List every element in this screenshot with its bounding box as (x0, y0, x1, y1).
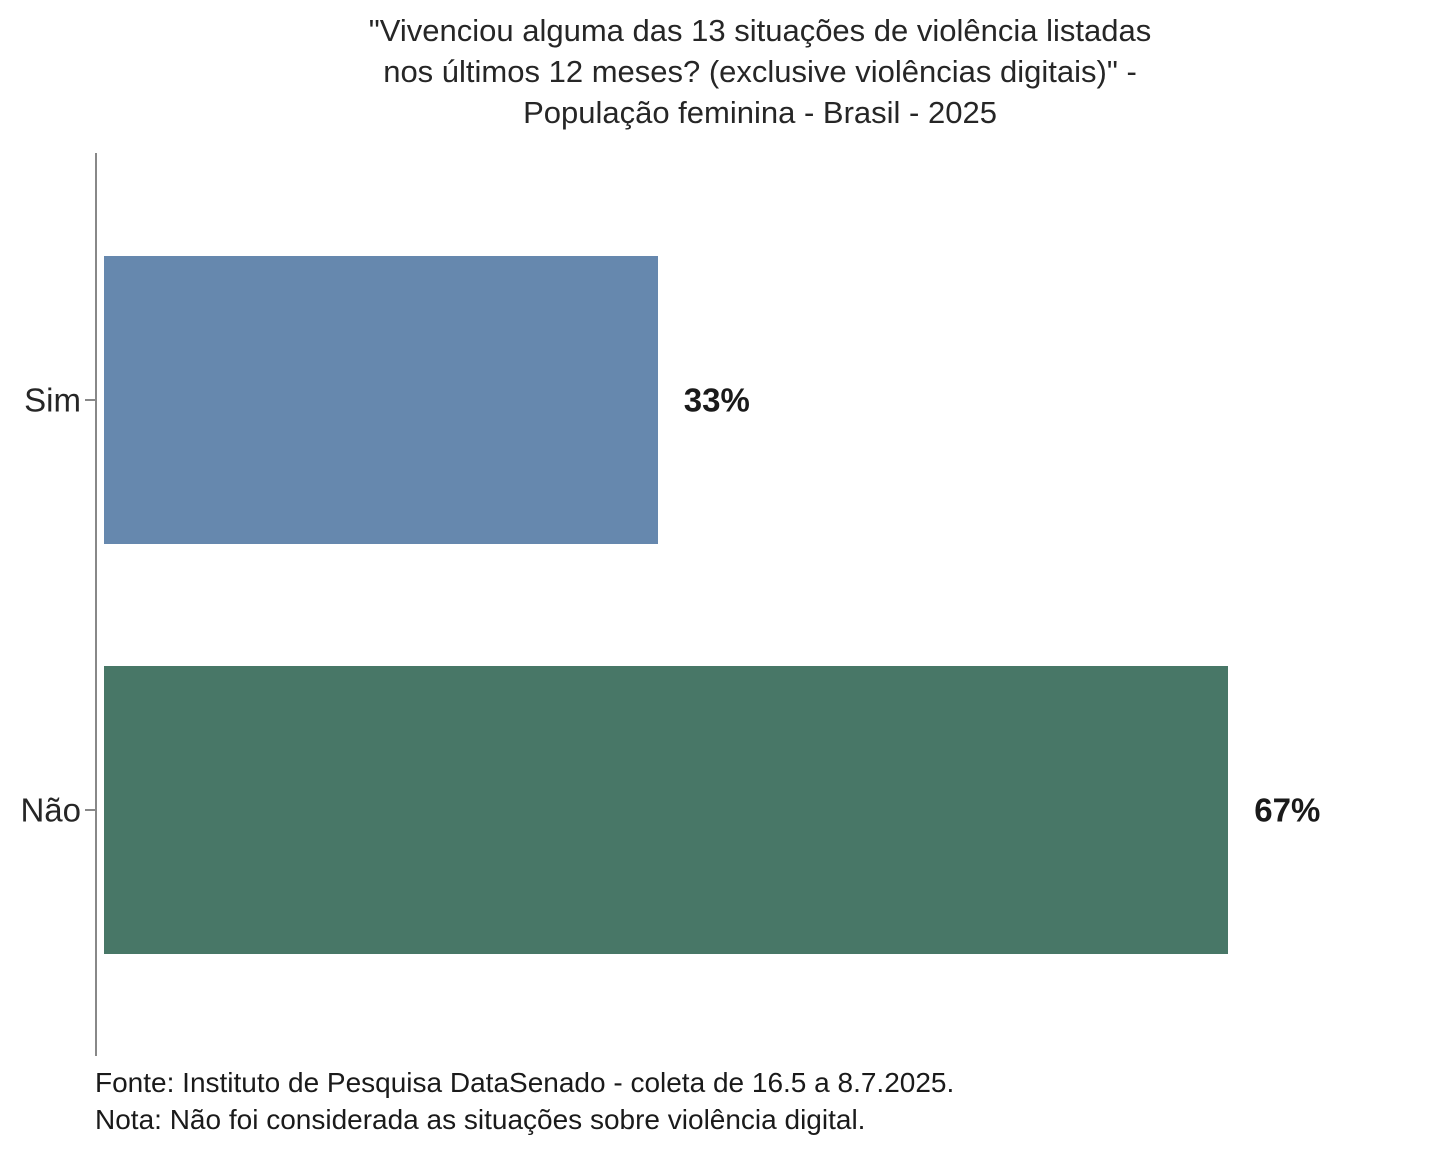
axis-tick-sim (85, 399, 95, 401)
category-label-sim: Sim (24, 381, 81, 419)
y-axis-line (95, 153, 97, 1056)
chart-caption: Fonte: Instituto de Pesquisa DataSenado … (95, 1064, 954, 1138)
bar-sim (104, 256, 658, 544)
value-label-nao: 67% (1254, 791, 1321, 829)
source-note: Fonte: Instituto de Pesquisa DataSenado … (95, 1067, 955, 1098)
value-label-sim: 33% (683, 381, 750, 419)
axis-tick-nao (85, 809, 95, 811)
chart-title: "Vivenciou alguma das 13 situações de vi… (368, 13, 1152, 130)
category-label-nao: Não (20, 791, 81, 829)
bar-nao (104, 666, 1229, 954)
methodology-note: Nota: Não foi considerada as situações s… (95, 1104, 866, 1135)
